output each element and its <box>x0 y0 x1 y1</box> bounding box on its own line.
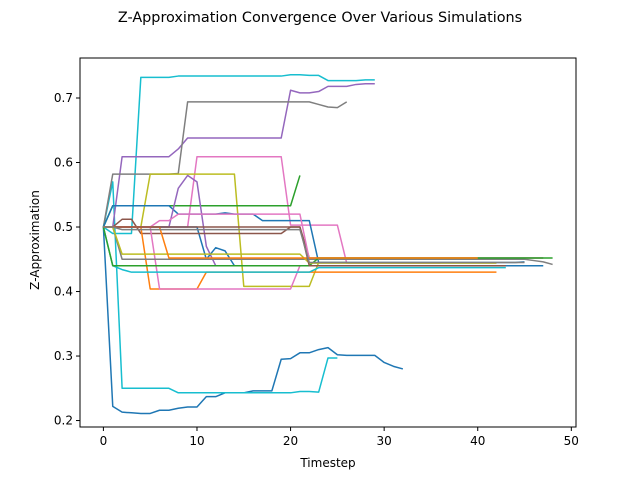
series-line-20 <box>103 226 478 259</box>
series-lines <box>102 74 553 415</box>
x-tick-label: 20 <box>283 434 298 448</box>
x-tick-label: 40 <box>470 434 485 448</box>
x-tick-label: 30 <box>377 434 392 448</box>
chart-title: Z-Approximation Convergence Over Various… <box>118 10 522 26</box>
series-line-5 <box>102 101 348 228</box>
y-tick-label: 0.5 <box>54 220 73 234</box>
y-tick-label: 0.2 <box>54 414 73 428</box>
y-axis-label: Z-Approximation <box>28 190 42 290</box>
series-line-4 <box>103 83 375 228</box>
series-line-7 <box>103 173 347 288</box>
series-line-1 <box>102 226 404 415</box>
x-tick-label: 50 <box>564 434 579 448</box>
series-line-16 <box>102 226 506 273</box>
x-tick-label: 10 <box>189 434 204 448</box>
y-axis: 0.2 0.3 0.4 0.5 0.6 0.7 <box>54 91 80 428</box>
y-tick-label: 0.6 <box>54 156 73 170</box>
y-tick-label: 0.4 <box>54 285 73 299</box>
x-axis-label: Timestep <box>299 456 355 470</box>
series-line-3 <box>102 74 375 235</box>
x-tick-label: 0 <box>100 434 108 448</box>
series-line-22 <box>103 226 525 264</box>
y-tick-label: 0.3 <box>54 349 73 363</box>
plot-frame <box>79 57 577 428</box>
series-line-2 <box>102 181 338 394</box>
x-axis: 0 10 20 30 40 50 <box>100 427 579 448</box>
series-line-17 <box>103 226 553 266</box>
y-tick-label: 0.7 <box>54 91 73 105</box>
